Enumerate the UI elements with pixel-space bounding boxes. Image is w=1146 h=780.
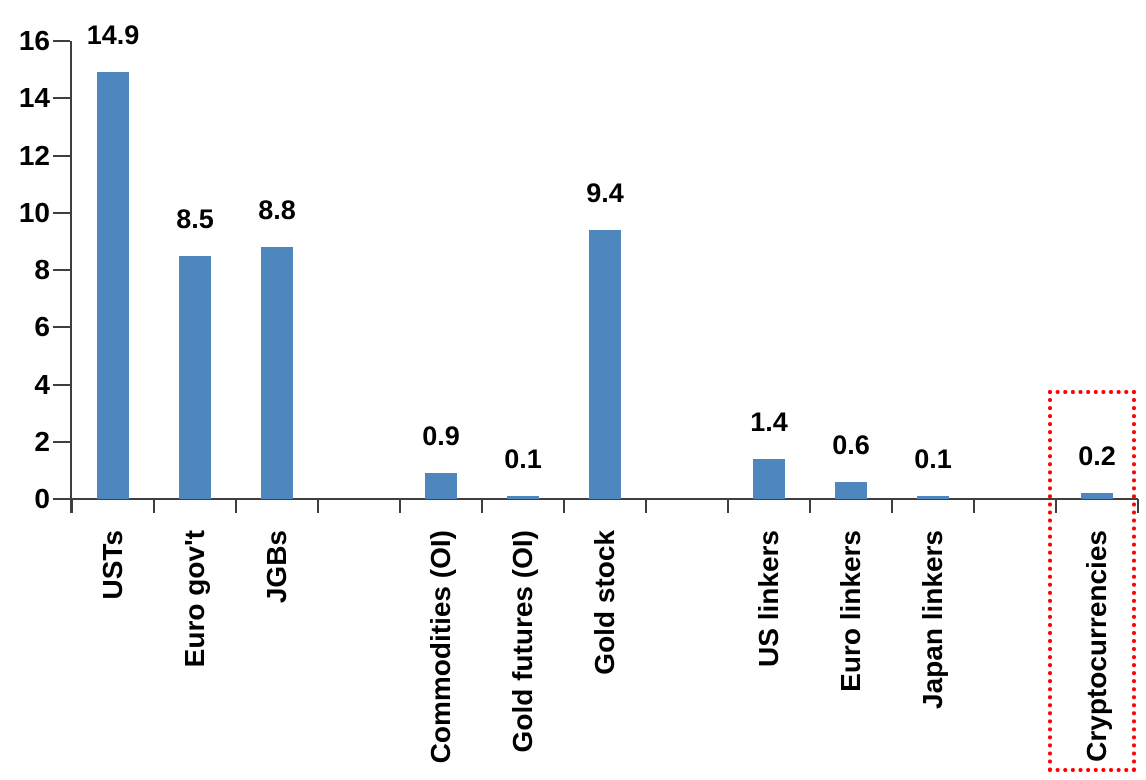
bar	[917, 496, 949, 499]
x-axis-tick	[645, 499, 647, 513]
bar-value-label: 0.6	[832, 429, 870, 460]
x-axis-tick	[317, 499, 319, 513]
y-tick-label: 8	[34, 254, 50, 285]
y-axis-tick	[53, 498, 70, 500]
bar	[753, 458, 785, 499]
y-tick-label: 2	[34, 425, 50, 457]
y-tick-label: 4	[34, 368, 50, 400]
bar-value-label: 9.4	[586, 177, 624, 208]
bar	[1081, 493, 1113, 499]
bar-value-label: 8.5	[176, 203, 214, 234]
bar-value-label: 0.1	[504, 444, 542, 475]
y-tick-label: 14	[18, 82, 50, 114]
y-axis-tick	[53, 97, 70, 100]
category-label: Gold futures (OI)	[507, 530, 538, 753]
x-axis-tick	[71, 499, 73, 513]
x-axis-tick	[1137, 499, 1139, 513]
x-axis-tick	[235, 499, 237, 513]
y-tick-label: 12	[18, 139, 50, 171]
x-axis-tick	[727, 499, 729, 513]
y-tick-label: 16	[18, 25, 50, 56]
x-axis-line	[70, 498, 1138, 500]
y-axis-tick	[53, 326, 70, 329]
category-label: Euro linkers	[835, 530, 866, 692]
bar-value-label: 14.9	[86, 20, 140, 51]
bar	[261, 247, 293, 499]
bar	[507, 496, 539, 499]
category-label: Japan linkers	[917, 530, 948, 709]
x-axis-tick	[153, 499, 155, 513]
x-axis-tick	[399, 499, 401, 513]
category-label: JGBs	[261, 530, 292, 604]
y-axis-tick	[53, 269, 70, 271]
bar-value-label: 0.9	[422, 421, 460, 452]
category-label: Gold stock	[589, 530, 620, 675]
y-axis-tick	[53, 383, 70, 386]
y-tick-label: 6	[34, 311, 50, 343]
category-label: Commodities (OI)	[425, 530, 456, 764]
x-axis-tick	[973, 499, 975, 513]
x-axis-tick	[481, 499, 483, 513]
bar	[589, 229, 621, 499]
y-axis-tick	[53, 211, 70, 214]
bar	[425, 473, 457, 499]
category-label: Euro gov't	[179, 530, 210, 668]
x-axis-tick	[809, 499, 811, 513]
bar	[179, 255, 211, 499]
bar-value-label: 8.8	[258, 195, 296, 226]
bar	[97, 72, 129, 499]
y-tick-label: 0	[34, 483, 50, 514]
bar-value-label: 0.1	[914, 444, 952, 475]
bar	[835, 481, 867, 499]
y-axis-tick	[53, 40, 70, 42]
y-axis-tick	[53, 440, 70, 443]
highlight-box	[1048, 390, 1136, 772]
y-tick-label: 10	[18, 196, 50, 228]
x-axis-tick	[891, 499, 893, 513]
category-label: USTs	[97, 530, 128, 600]
x-axis-tick	[1055, 499, 1057, 513]
bar-value-label: 1.4	[750, 406, 788, 437]
x-axis-tick	[563, 499, 565, 513]
bar-value-label: 0.2	[1078, 441, 1116, 472]
y-axis-tick	[53, 154, 70, 157]
category-label: US linkers	[753, 530, 784, 667]
y-axis-line	[70, 41, 72, 513]
